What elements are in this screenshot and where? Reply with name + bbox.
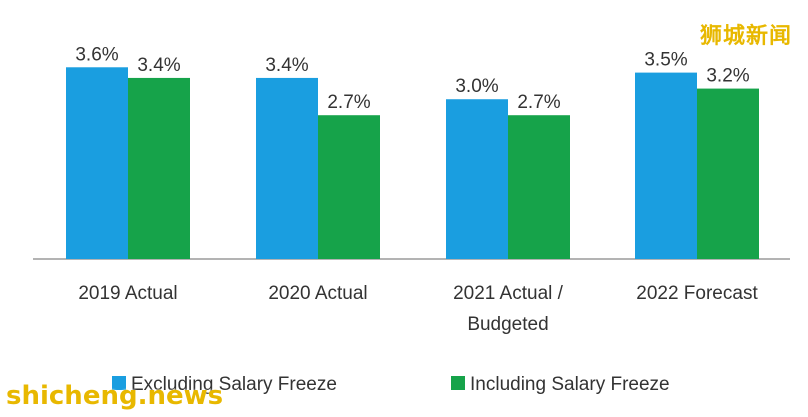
bar-excluding-4 bbox=[635, 72, 697, 260]
legend-swatch-excluding bbox=[112, 376, 126, 390]
data-label-including-4: 3.2% bbox=[706, 66, 749, 87]
bar-excluding-1 bbox=[66, 67, 128, 259]
bar-including-4 bbox=[697, 88, 759, 260]
data-label-including-1: 3.4% bbox=[137, 55, 180, 76]
bar-including-3 bbox=[508, 115, 570, 259]
bar-including-2 bbox=[318, 115, 380, 259]
data-label-excluding-3: 3.0% bbox=[455, 76, 498, 97]
category-label-2: 2020 Actual bbox=[268, 283, 367, 304]
category-label-3-line2: Budgeted bbox=[467, 314, 548, 335]
category-label-3-line1: 2021 Actual / bbox=[453, 283, 564, 304]
legend-swatch-including bbox=[451, 376, 465, 390]
watermark-cn: 狮城新闻 bbox=[699, 24, 792, 49]
category-label-4: 2022 Forecast bbox=[636, 283, 758, 304]
data-label-excluding-2: 3.4% bbox=[265, 55, 308, 76]
bar-excluding-3 bbox=[446, 99, 508, 259]
category-label-1: 2019 Actual bbox=[78, 283, 177, 304]
bar-excluding-2 bbox=[256, 77, 318, 259]
data-label-including-2: 2.7% bbox=[327, 92, 370, 113]
data-label-including-3: 2.7% bbox=[517, 92, 560, 113]
data-label-excluding-4: 3.5% bbox=[644, 50, 687, 71]
watermark-en: shicheng.news bbox=[6, 381, 224, 411]
legend-label-excluding: Excluding Salary Freeze bbox=[131, 374, 337, 395]
bar-including-1 bbox=[128, 77, 190, 259]
data-label-excluding-1: 3.6% bbox=[75, 44, 118, 65]
legend-label-including: Including Salary Freeze bbox=[470, 374, 670, 395]
